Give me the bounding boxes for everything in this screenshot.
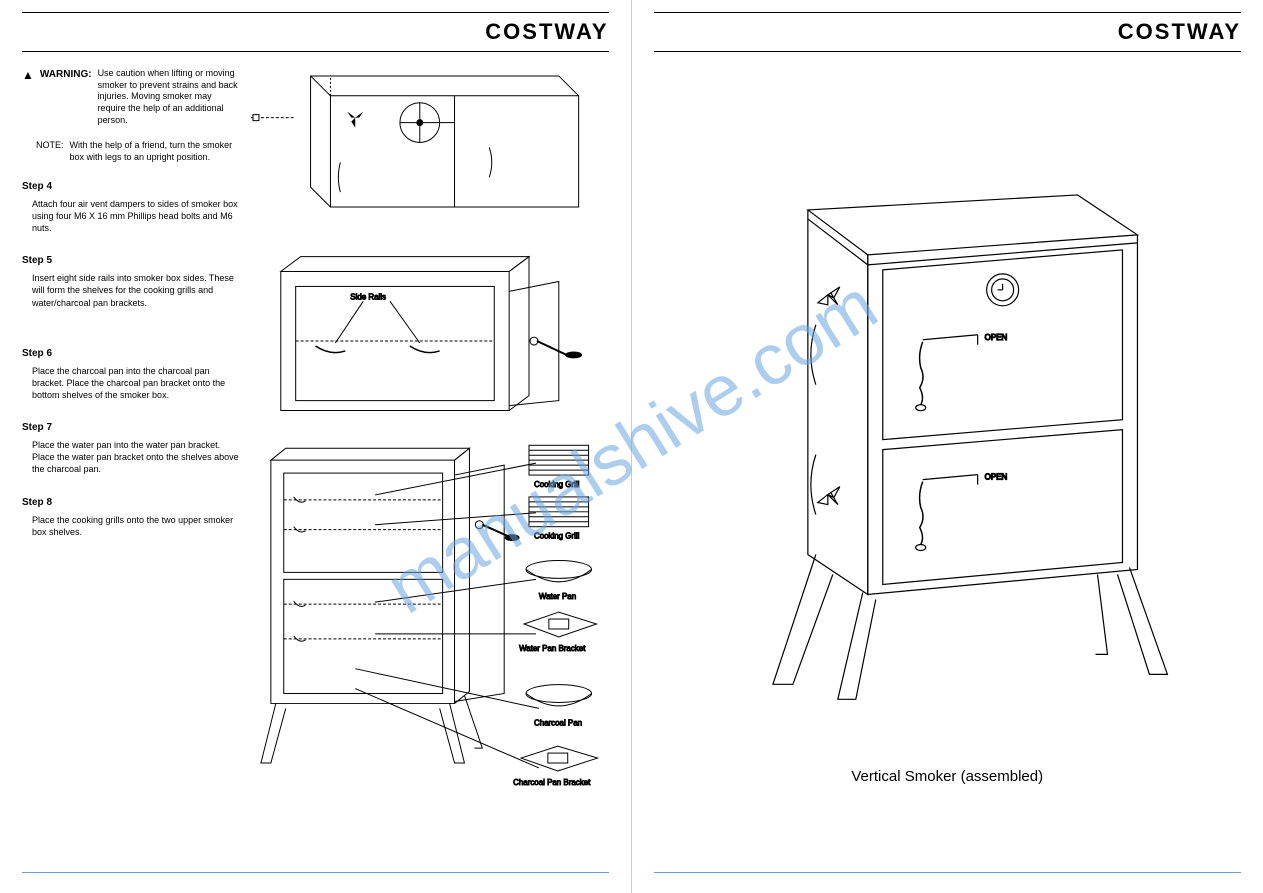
- warning-text: Use caution when lifting or moving smoke…: [98, 68, 242, 126]
- header-rule-top: [22, 12, 609, 13]
- footer-rule-right: [654, 872, 1242, 873]
- diagram-step5: Side Rails: [281, 257, 582, 411]
- note-text: With the help of a friend, turn the smok…: [70, 140, 242, 163]
- diagram-step4: [251, 76, 579, 207]
- warning-label: WARNING:: [40, 68, 92, 81]
- svg-text:Water Pan: Water Pan: [539, 592, 576, 601]
- header-rule-bottom: [654, 51, 1242, 52]
- assembly-diagrams: Side Rails: [251, 68, 608, 823]
- footer-rule-left: [22, 872, 609, 873]
- brand-left: COSTWAY: [22, 19, 609, 45]
- step-8: Step 8 Place the cooking grills onto the…: [22, 496, 241, 538]
- step-title: Step 8: [22, 496, 241, 509]
- diagram-step678: Cooking Grill Cooking Grill: [261, 445, 598, 787]
- note-block: NOTE: With the help of a friend, turn th…: [22, 140, 241, 163]
- step-4: Step 4 Attach four air vent dampers to s…: [22, 180, 241, 234]
- note-label: NOTE:: [36, 140, 64, 163]
- svg-text:Charcoal Pan: Charcoal Pan: [534, 718, 582, 727]
- page-left: COSTWAY ▲ WARNING: Use caution when lift…: [0, 0, 632, 893]
- svg-text:OPEN: OPEN: [984, 333, 1007, 342]
- step-text: Place the charcoal pan into the charcoal…: [22, 365, 241, 401]
- instructions-column: ▲ WARNING: Use caution when lifting or m…: [22, 68, 241, 872]
- step-7: Step 7 Place the water pan into the wate…: [22, 421, 241, 475]
- step-6: Step 6 Place the charcoal pan into the c…: [22, 347, 241, 401]
- step-5: Step 5 Insert eight side rails into smok…: [22, 254, 241, 308]
- step-text: Place the water pan into the water pan b…: [22, 439, 241, 475]
- step-title: Step 7: [22, 421, 241, 434]
- warning-block: ▲ WARNING: Use caution when lifting or m…: [22, 68, 241, 126]
- step-title: Step 4: [22, 180, 241, 193]
- diagram-column: Side Rails: [251, 68, 608, 872]
- step-title: Step 5: [22, 254, 241, 267]
- assembled-smoker-diagram: OPEN OPEN: [698, 155, 1197, 754]
- svg-text:Cooking Grill: Cooking Grill: [534, 480, 580, 489]
- page-right: COSTWAY: [632, 0, 1263, 893]
- left-content-row: ▲ WARNING: Use caution when lifting or m…: [22, 68, 609, 872]
- step-text: Place the cooking grills onto the two up…: [22, 514, 241, 538]
- svg-text:Side Rails: Side Rails: [350, 292, 386, 301]
- svg-text:Charcoal Pan Bracket: Charcoal Pan Bracket: [513, 778, 591, 787]
- svg-text:OPEN: OPEN: [984, 472, 1007, 481]
- step-title: Step 6: [22, 347, 241, 360]
- step-text: Insert eight side rails into smoker box …: [22, 272, 241, 308]
- svg-text:Cooking Grill: Cooking Grill: [534, 532, 580, 541]
- step-text: Attach four air vent dampers to sides of…: [22, 198, 241, 234]
- warning-icon: ▲: [22, 68, 34, 84]
- assembled-view: OPEN OPEN: [654, 68, 1242, 872]
- header-rule-top: [654, 12, 1242, 13]
- assembled-caption: Vertical Smoker (assembled): [851, 768, 1043, 785]
- svg-text:Water Pan Bracket: Water Pan Bracket: [519, 644, 586, 653]
- brand-right: COSTWAY: [654, 19, 1242, 45]
- header-rule-bottom: [22, 51, 609, 52]
